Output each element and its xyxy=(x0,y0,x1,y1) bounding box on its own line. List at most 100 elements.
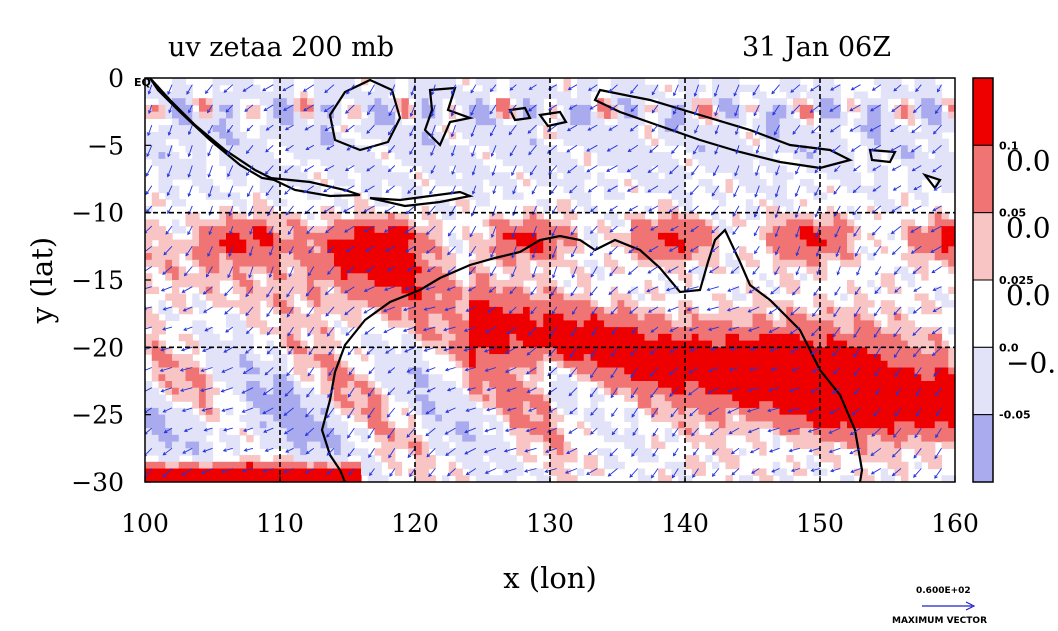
field-cell xyxy=(745,347,754,355)
field-cell xyxy=(840,212,848,220)
field-cell xyxy=(536,232,544,241)
field-cell xyxy=(205,354,214,362)
field-cell xyxy=(516,246,524,254)
field-cell xyxy=(745,360,754,369)
field-cell xyxy=(219,226,227,234)
field-cell xyxy=(712,381,720,389)
field-cell xyxy=(820,246,828,254)
field-cell xyxy=(570,300,578,308)
field-cell xyxy=(914,441,922,449)
field-cell xyxy=(354,232,362,241)
field-cell xyxy=(604,434,612,443)
field-cell xyxy=(725,347,733,355)
field-cell xyxy=(698,374,706,382)
field-cell xyxy=(570,333,578,342)
field-cell xyxy=(813,401,821,409)
field-cell xyxy=(212,293,220,301)
field-cell xyxy=(313,192,322,200)
field-cell xyxy=(361,232,369,241)
field-cell xyxy=(941,185,949,194)
field-cell xyxy=(887,360,895,369)
field-cell xyxy=(752,91,760,99)
field-cell xyxy=(644,145,652,153)
field-cell xyxy=(806,421,814,429)
field-cell xyxy=(766,347,774,355)
field-cell xyxy=(583,347,592,355)
field-cell xyxy=(847,360,855,369)
field-cell xyxy=(462,293,470,301)
field-cell xyxy=(766,118,774,126)
field-cell xyxy=(442,266,450,274)
field-cell xyxy=(374,374,382,382)
field-cell xyxy=(867,313,875,321)
field-cell xyxy=(300,219,308,227)
field-cell xyxy=(259,152,268,160)
field-cell xyxy=(658,407,666,416)
field-cell xyxy=(556,131,565,140)
field-cell xyxy=(907,333,916,342)
field-cell xyxy=(563,306,571,315)
field-cell xyxy=(232,327,241,335)
field-cell xyxy=(691,78,700,86)
field-cell xyxy=(766,232,774,241)
field-cell xyxy=(941,367,949,375)
field-cell xyxy=(347,111,355,119)
field-cell xyxy=(394,219,403,227)
field-cell xyxy=(671,118,679,126)
field-cell xyxy=(799,131,808,140)
field-cell xyxy=(192,239,200,247)
field-cell xyxy=(448,158,457,167)
field-cell xyxy=(752,387,760,396)
field-cell xyxy=(847,286,855,295)
field-cell xyxy=(678,239,686,247)
field-cell xyxy=(934,239,943,247)
field-cell xyxy=(313,131,322,140)
field-cell xyxy=(928,414,936,422)
field-cell xyxy=(847,320,855,328)
field-cell xyxy=(779,313,787,321)
field-cell xyxy=(361,98,369,106)
field-cell xyxy=(529,138,538,146)
field-cell xyxy=(948,152,955,160)
field-cell xyxy=(847,428,855,436)
field-cell xyxy=(327,253,335,261)
field-cell xyxy=(664,259,673,268)
field-cell xyxy=(799,387,808,396)
field-cell xyxy=(577,320,585,328)
field-cell xyxy=(388,98,396,106)
field-cell xyxy=(266,381,274,389)
field-cell xyxy=(361,158,369,167)
field-cell xyxy=(671,205,679,214)
field-cell xyxy=(550,394,558,402)
field-cell xyxy=(941,226,949,234)
field-cell xyxy=(165,306,173,315)
field-cell xyxy=(340,394,349,402)
field-cell xyxy=(536,394,544,402)
field-cell xyxy=(536,273,544,281)
field-cell xyxy=(401,104,409,113)
field-cell xyxy=(435,306,443,315)
field-cell xyxy=(772,367,781,375)
field-cell xyxy=(752,333,760,342)
field-cell xyxy=(833,219,841,227)
field-cell xyxy=(732,165,740,173)
field-cell xyxy=(894,347,902,355)
field-cell xyxy=(793,98,801,106)
field-cell xyxy=(199,280,207,288)
field-cell xyxy=(786,374,794,382)
field-cell xyxy=(475,273,484,281)
field-cell xyxy=(631,158,639,167)
field-cell xyxy=(442,428,450,436)
field-cell xyxy=(556,246,565,254)
field-cell xyxy=(543,421,551,429)
field-cell xyxy=(354,165,362,173)
field-cell xyxy=(847,354,855,362)
field-cell xyxy=(158,158,166,167)
field-cell xyxy=(583,131,592,140)
field-cell xyxy=(361,104,369,113)
field-cell xyxy=(853,306,862,315)
field-cell xyxy=(880,367,889,375)
field-cell xyxy=(840,360,848,369)
field-cell xyxy=(239,199,247,207)
